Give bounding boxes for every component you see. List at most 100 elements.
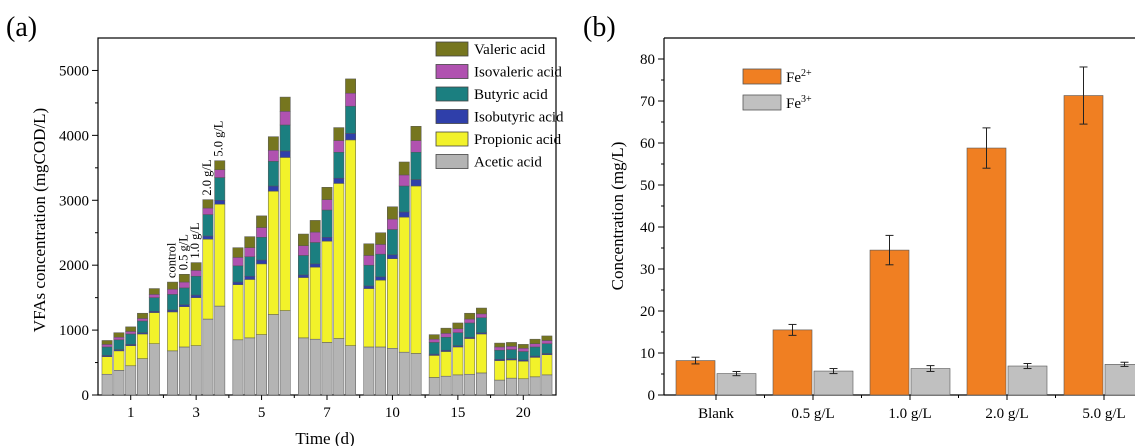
bar-segment (125, 345, 137, 367)
bar-segment (375, 279, 387, 348)
bar-segment (333, 140, 345, 153)
bar-segment (428, 342, 440, 355)
bar-segment (137, 320, 148, 333)
bar (1104, 364, 1135, 396)
bar-segment (256, 259, 267, 265)
bar-segment (333, 151, 345, 179)
bar-segment (113, 336, 125, 341)
bar-segment (476, 313, 487, 319)
bar-segment (202, 214, 214, 237)
x-tick-label: 1 (127, 405, 135, 421)
y-tick-label: 4000 (59, 128, 89, 144)
bar-segment (244, 279, 256, 339)
bar-segment (452, 328, 464, 333)
bar-segment (298, 245, 309, 256)
bar-segment (476, 372, 487, 396)
x-tick-label: 2.0 g/L (985, 406, 1028, 422)
bar-segment (148, 312, 160, 344)
x-tick-label: 3 (192, 405, 200, 421)
bar-segment (363, 264, 375, 287)
bar-segment (167, 311, 178, 352)
condition-label: 2.0 g/L (200, 160, 214, 196)
bar-segment (494, 342, 506, 348)
bar-segment (387, 218, 398, 230)
bar-segment (298, 337, 309, 396)
bar-segment (321, 209, 333, 238)
legend-label: Isovaleric acid (474, 65, 562, 81)
bar (716, 373, 757, 396)
bar-segment (529, 343, 541, 348)
bar-segment (387, 229, 398, 256)
bar-segment (256, 263, 267, 335)
panel-b-bars (675, 66, 1135, 396)
bar-segment (214, 200, 226, 205)
bar-segment (101, 356, 113, 375)
bar-segment (178, 287, 190, 306)
bar-segment (298, 277, 309, 339)
x-tick-label: 10 (385, 405, 400, 421)
bar-segment (298, 255, 309, 276)
bar-segment (452, 332, 464, 346)
x-tick-label: 5 (258, 405, 266, 421)
bar-segment (167, 309, 178, 313)
condition-label: 1.0 g/L (188, 222, 202, 258)
condition-label: 5.0 g/L (212, 121, 226, 157)
bar-segment (321, 237, 333, 242)
bar-segment (506, 377, 517, 396)
bar-segment (345, 78, 357, 94)
bar-segment (387, 254, 398, 259)
bar-segment (375, 232, 387, 245)
bar-segment (113, 339, 125, 350)
bar-segment (333, 177, 345, 184)
y-tick-label: 30 (640, 262, 655, 278)
bar-segment (363, 285, 375, 289)
bar (772, 329, 813, 396)
bar-segment (321, 240, 333, 343)
bar-segment (464, 312, 476, 320)
bar-segment (541, 340, 553, 344)
bar-segment (398, 216, 410, 353)
bar-segment (345, 92, 357, 107)
panel-b-legend: Fe2+Fe3+ (742, 68, 812, 112)
bar-segment (267, 150, 279, 162)
bar-segment (428, 334, 440, 340)
bar-segment (440, 351, 452, 377)
bar-segment (267, 314, 279, 396)
bar-segment (529, 376, 541, 396)
bar-segment (267, 161, 279, 187)
bar-segment (267, 190, 279, 315)
bar-segment (345, 345, 357, 396)
bar-segment (398, 161, 410, 176)
legend-label: Valeric acid (474, 42, 546, 58)
bar-segment (232, 281, 244, 285)
bar-segment (137, 333, 148, 359)
bar-segment (214, 177, 226, 201)
bar-segment (167, 288, 178, 295)
x-tick-label: 1.0 g/L (888, 406, 931, 422)
bar-segment (202, 199, 214, 209)
bar-segment (464, 322, 476, 338)
bar-segment (363, 288, 375, 348)
bar-segment (244, 247, 256, 257)
bar-segment (398, 211, 410, 218)
bar-segment (506, 342, 517, 347)
y-tick-label: 3000 (59, 193, 89, 209)
bar-segment (321, 342, 333, 396)
bar-segment (167, 350, 178, 396)
bar-segment (214, 160, 226, 171)
bar-segment (214, 169, 226, 178)
panel-b-axes: 0 10 20 30 40 50 60 70 80 Blank 0.5 g/L 1.0 g/L 2.0 … (640, 37, 1135, 422)
bar-segment (137, 358, 148, 396)
y-tick-label: 0 (82, 388, 90, 404)
y-tick-label: 50 (640, 178, 655, 194)
bar-segment (541, 343, 553, 354)
bar-segment (410, 151, 422, 180)
bar-segment (529, 346, 541, 357)
panel-a-label: (a) (6, 12, 37, 43)
bar-segment (309, 266, 321, 340)
bar-segment (125, 331, 137, 335)
bar (1007, 365, 1048, 396)
bar-segment (309, 338, 321, 396)
panel-a-y-axis-label: VFAs concentration (mgCOD/L) (30, 108, 49, 332)
